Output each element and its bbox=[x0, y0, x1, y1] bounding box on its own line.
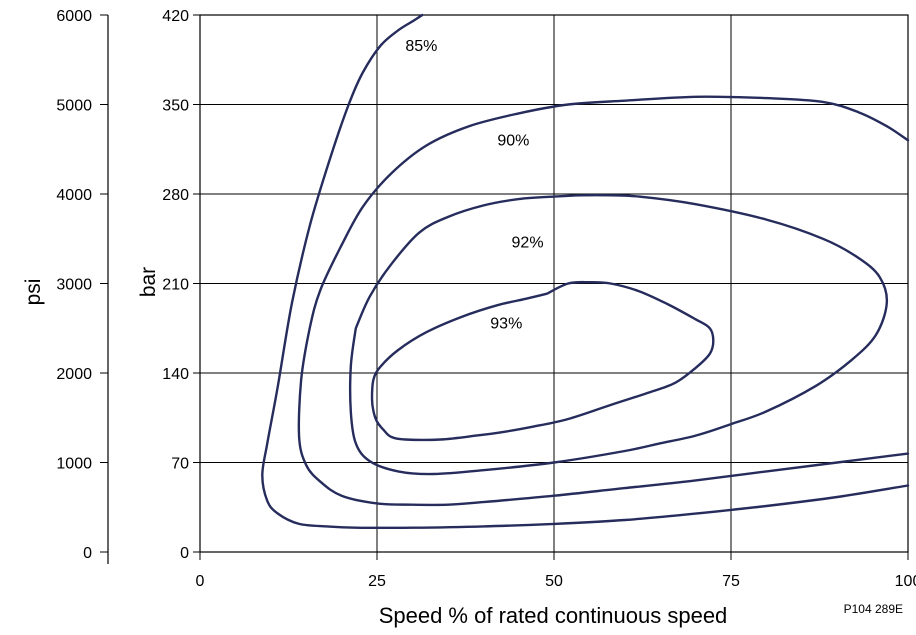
contour-92-pct bbox=[349, 193, 889, 476]
psi-tick-label: 5000 bbox=[56, 98, 92, 115]
psi-tick-label: 0 bbox=[83, 545, 92, 562]
bar-tick-label: 350 bbox=[162, 98, 189, 115]
contour-90-pct bbox=[297, 95, 910, 507]
x-tick-label: 75 bbox=[722, 573, 740, 590]
contour-label-92-pct: 92% bbox=[512, 235, 544, 252]
psi-tick-label: 2000 bbox=[56, 366, 92, 383]
x-tick-label: 0 bbox=[196, 573, 205, 590]
contour-label-85-pct: 85% bbox=[405, 38, 437, 55]
psi-tick-label: 4000 bbox=[56, 187, 92, 204]
contour-85-pct bbox=[261, 13, 910, 530]
contour-93-pct bbox=[370, 280, 715, 442]
figure-code: P104 289E bbox=[844, 602, 903, 616]
tick-labels: 0255075100070140210280350420010002000300… bbox=[56, 8, 916, 590]
psi-tick-label: 3000 bbox=[56, 277, 92, 294]
contour-label-90-pct: 90% bbox=[497, 132, 529, 149]
psi-tick-label: 6000 bbox=[56, 8, 92, 25]
contour-label-93-pct: 93% bbox=[490, 315, 522, 332]
x-tick-label: 100 bbox=[895, 573, 916, 590]
x-axis-title: Speed % of rated continuous speed bbox=[379, 603, 728, 628]
efficiency-contours: 85% 90% 92% 93% bbox=[261, 13, 910, 530]
grid-lines bbox=[200, 15, 908, 552]
bar-tick-label: 280 bbox=[162, 187, 189, 204]
x-tick-label: 50 bbox=[545, 573, 563, 590]
psi-tick-label: 1000 bbox=[56, 456, 92, 473]
bar-tick-label: 70 bbox=[171, 456, 189, 473]
psi-axis-title: psi bbox=[22, 279, 45, 306]
x-tick-label: 25 bbox=[368, 573, 386, 590]
bar-tick-label: 210 bbox=[162, 277, 189, 294]
bar-tick-label: 140 bbox=[162, 366, 189, 383]
bar-tick-label: 0 bbox=[180, 545, 189, 562]
bar-tick-label: 420 bbox=[162, 8, 189, 25]
bar-axis-title: bar bbox=[137, 267, 160, 297]
